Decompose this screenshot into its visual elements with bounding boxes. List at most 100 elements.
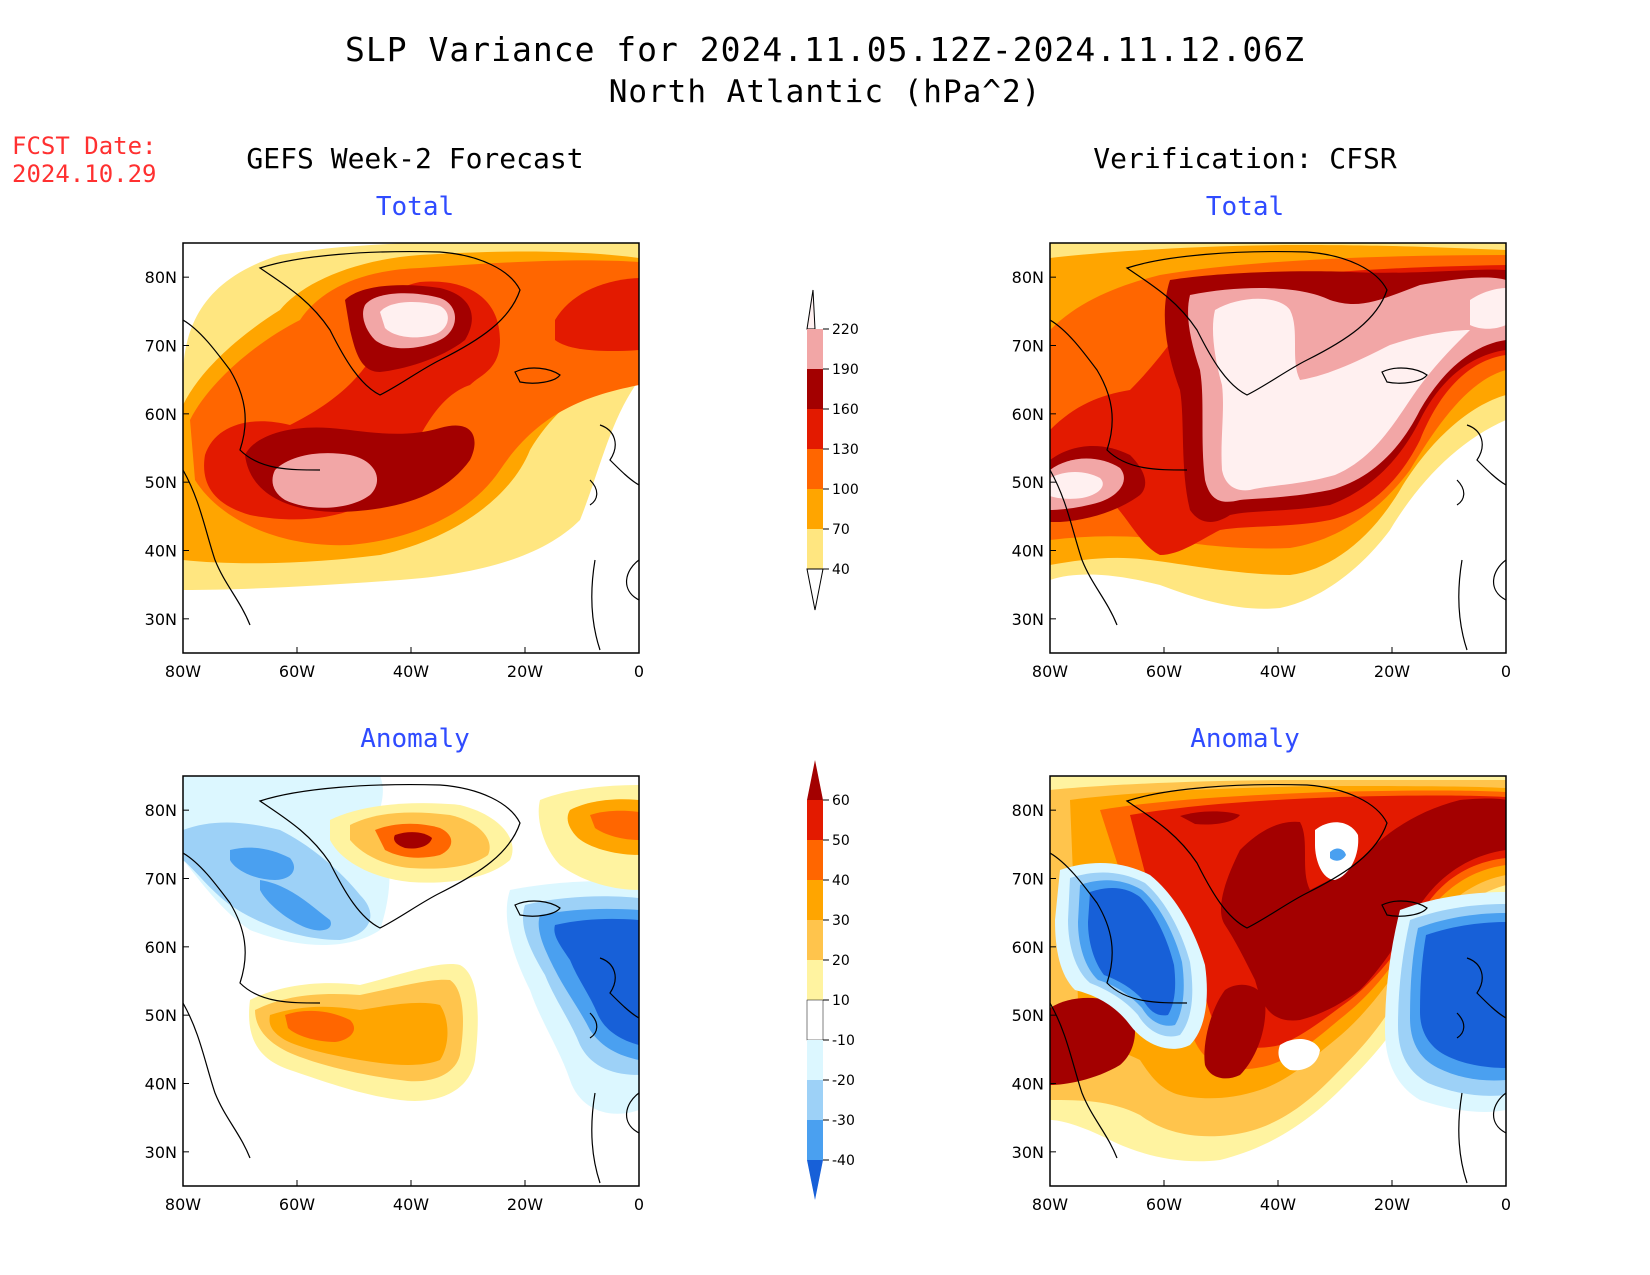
panel-gefs-anomaly	[182, 775, 640, 1187]
y-tick-label: 60N	[145, 405, 177, 424]
colorbar-label: -10	[832, 1033, 855, 1049]
y-tick-label: 40N	[145, 1075, 177, 1094]
y-tick-label: 60N	[1012, 405, 1044, 424]
colorbar-anomaly-10	[806, 999, 824, 1041]
x-tick-label: 80W	[1032, 1195, 1068, 1214]
contour-40-northeast	[590, 810, 639, 840]
colorbar-total-220	[807, 329, 823, 369]
contour-190	[272, 453, 378, 508]
contour-60-west	[1050, 997, 1136, 1085]
x-tick-label: 0	[1501, 1195, 1511, 1214]
coastline-iceland	[514, 367, 561, 384]
y-tick-label: 40N	[1012, 1075, 1044, 1094]
colorbar-label: -30	[832, 1113, 855, 1129]
contour-neg20-northwest	[183, 822, 371, 940]
coastline-north-america	[183, 852, 321, 1159]
contour-60-greenland	[394, 832, 432, 849]
chart-subtitle: North Atlantic (hPa^2)	[608, 74, 1042, 110]
right-anomaly-subtitle: Anomaly	[1190, 724, 1300, 754]
y-tick-label: 60N	[145, 938, 177, 957]
panel-cfsr-anomaly	[1049, 775, 1507, 1187]
colorbar-label: -40	[832, 1153, 855, 1169]
contour-220-east	[1470, 288, 1506, 329]
colorbar-anomaly-60	[807, 800, 823, 840]
y-tick-label: 50N	[1012, 1006, 1044, 1025]
left-anomaly-subtitle: Anomaly	[360, 724, 470, 754]
y-tick-label: 30N	[145, 1143, 177, 1162]
colorbar-anomaly-neg20	[807, 1080, 823, 1120]
contour-white-hole-south	[1278, 1038, 1320, 1071]
coastline-greenland	[258, 783, 521, 929]
x-tick-label: 80W	[165, 662, 201, 681]
coastline-iceland	[1381, 367, 1428, 384]
colorbar-anomaly-labels: 60 50 40 30 20 10 -10 -20 -30 -40	[823, 793, 855, 1169]
colorbar-total-bottom-arrow	[806, 568, 824, 611]
coastline-europe	[589, 957, 639, 1184]
fcst-date-label: FCST Date:	[12, 132, 157, 160]
colorbar-anomaly-40	[807, 880, 823, 920]
panel-cfsr-total	[1049, 242, 1507, 654]
y-tick-label: 70N	[145, 870, 177, 889]
x-tick-label: 0	[1501, 662, 1511, 681]
colorbar-total-70	[807, 529, 823, 569]
colorbar-label: 70	[832, 522, 850, 538]
coastline-greenland	[258, 250, 521, 396]
x-tick-label: 60W	[279, 1195, 315, 1214]
right-column-heading: Verification: CFSR	[1093, 142, 1397, 175]
y-tick-label: 80N	[1012, 801, 1044, 820]
coastline-iceland	[1381, 900, 1428, 917]
colorbar-anomaly-20	[807, 960, 823, 1000]
colorbar-total-top-arrow	[806, 289, 816, 330]
contour-neg40-east	[554, 918, 639, 1045]
contour-60-north	[1180, 811, 1240, 825]
contour-130-east	[555, 278, 639, 351]
x-tick-label: 40W	[1260, 662, 1296, 681]
contour-neg40-east	[1420, 922, 1506, 1068]
colorbar-total-160	[807, 409, 823, 449]
colorbar-label: 60	[832, 793, 850, 809]
y-tick-label: 80N	[145, 801, 177, 820]
x-tick-label: 80W	[1032, 662, 1068, 681]
y-tick-label: 40N	[145, 542, 177, 561]
contour-60-main	[1220, 798, 1506, 1021]
contour-neg30-labrador	[260, 880, 331, 931]
coastline-greenland	[1125, 783, 1388, 929]
y-tick-label: 50N	[1012, 473, 1044, 492]
y-tick-label: 80N	[1012, 268, 1044, 287]
x-tick-label: 20W	[507, 1195, 543, 1214]
coastline-europe	[1456, 424, 1506, 651]
colorbar-label: 190	[832, 362, 859, 378]
colorbar-label: 30	[832, 913, 850, 929]
colorbar-label: 130	[832, 442, 859, 458]
y-tick-label: 30N	[1012, 610, 1044, 629]
x-tick-label: 20W	[1374, 662, 1410, 681]
x-tick-label: 0	[634, 662, 644, 681]
left-total-subtitle: Total	[375, 192, 455, 222]
coastline-north-america	[1050, 319, 1188, 626]
colorbar-anomaly-top-arrow	[807, 760, 823, 800]
coastline-north-america	[1050, 852, 1188, 1159]
colorbar-label: 40	[832, 562, 850, 578]
colorbar-label: 50	[832, 833, 850, 849]
y-tick-label: 70N	[145, 337, 177, 356]
colorbar-label: 220	[832, 322, 859, 338]
colorbar-anomaly-30	[807, 920, 823, 960]
colorbar-label: 160	[832, 402, 859, 418]
y-tick-label: 30N	[145, 610, 177, 629]
fcst-date-value: 2024.10.29	[12, 160, 157, 188]
colorbar-anomaly-neg30	[807, 1120, 823, 1160]
colorbar-label: 20	[832, 953, 850, 969]
colorbar-anomaly-50	[807, 840, 823, 880]
x-tick-label: 40W	[393, 1195, 429, 1214]
colorbar-label: 40	[832, 873, 850, 889]
y-tick-label: 40N	[1012, 542, 1044, 561]
colorbar-total-100	[807, 489, 823, 529]
y-tick-label: 70N	[1012, 870, 1044, 889]
x-tick-label: 60W	[1146, 662, 1182, 681]
x-tick-label: 0	[634, 1195, 644, 1214]
contour-220-central	[1212, 298, 1470, 491]
colorbar-label: -20	[832, 1073, 855, 1089]
colorbar-anomaly: 60 50 40 30 20 10 -10 -20 -30 -40	[806, 760, 855, 1200]
contour-neg40-west	[1088, 887, 1176, 1016]
x-tick-label: 40W	[393, 662, 429, 681]
